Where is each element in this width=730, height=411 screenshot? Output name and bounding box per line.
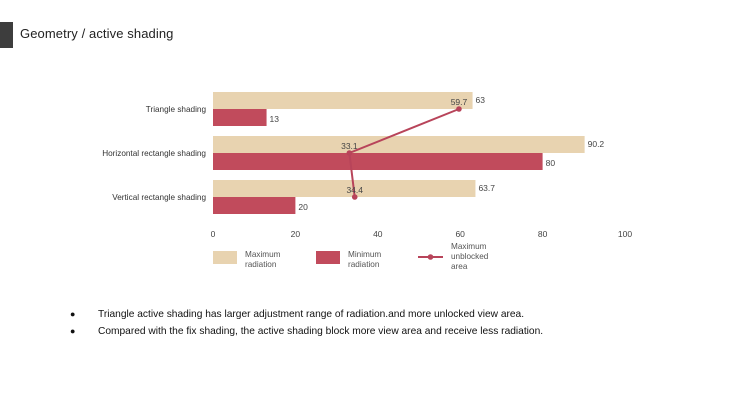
data-label-line: 34.4 [346, 185, 363, 195]
legend-swatch-min [316, 251, 340, 264]
x-tick-label: 20 [291, 229, 301, 239]
bullet-list: ● Triangle active shading has larger adju… [70, 309, 543, 343]
legend-label-min: Minimum [348, 250, 381, 259]
legend-label-unblocked: unblocked [451, 252, 489, 261]
data-label-max: 63 [476, 95, 486, 105]
legend-swatch-max [213, 251, 237, 264]
data-label-max: 63.7 [478, 183, 495, 193]
x-tick-label: 60 [455, 229, 465, 239]
bar-minimum-radiation [213, 109, 267, 126]
data-label-max: 90.2 [588, 139, 605, 149]
bar-maximum-radiation [213, 136, 585, 153]
data-label-min: 13 [270, 114, 280, 124]
bar-minimum-radiation [213, 153, 543, 170]
legend-label-max: radiation [245, 260, 277, 269]
data-label-min: 80 [546, 158, 556, 168]
line-point [351, 194, 358, 200]
data-label-line: 33.1 [341, 141, 358, 151]
data-label-min: 20 [298, 202, 308, 212]
legend-marker-unblocked [427, 254, 434, 260]
bullet-dot-icon: ● [70, 309, 76, 319]
line-point [456, 106, 462, 112]
category-label: Horizontal rectangle shading [102, 149, 206, 158]
bar-maximum-radiation [213, 180, 476, 197]
bar-maximum-radiation [213, 92, 473, 109]
legend-label-max: Maximum [245, 250, 281, 259]
data-label-line: 59.7 [451, 97, 468, 107]
bullet-text: Compared with the fix shading, the activ… [98, 326, 544, 337]
category-label: Triangle shading [146, 105, 207, 114]
legend-label-min: radiation [348, 260, 380, 269]
bar-minimum-radiation [213, 197, 296, 214]
x-tick-label: 80 [538, 229, 548, 239]
legend-label-unblocked: area [451, 262, 468, 271]
x-tick-label: 0 [211, 229, 216, 239]
x-tick-label: 100 [618, 229, 632, 239]
bullet-item: ● Triangle active shading has larger adju… [70, 309, 543, 320]
legend-label-unblocked: Maximum [451, 242, 487, 251]
bullet-item: ● Compared with the fix shading, the acti… [70, 326, 543, 337]
bullet-text: Triangle active shading has larger adjus… [98, 309, 525, 320]
bullet-dot-icon: ● [70, 326, 76, 336]
line-point [346, 150, 353, 156]
x-tick-label: 40 [373, 229, 383, 239]
title-accent-bar [0, 22, 13, 48]
category-label: Vertical rectangle shading [112, 193, 206, 202]
slide-title: Geometry / active shading [20, 26, 174, 41]
